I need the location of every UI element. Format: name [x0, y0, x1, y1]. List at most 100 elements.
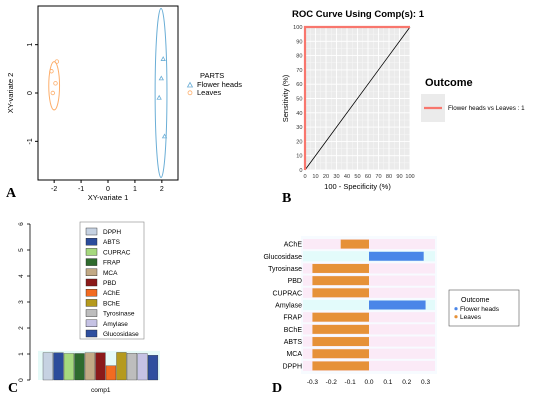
panel-label-b: B — [282, 191, 292, 206]
y-axis-label: XY-variate 2 — [6, 73, 15, 114]
confidence-ellipse-1 — [48, 61, 61, 111]
legend-swatch — [85, 299, 98, 307]
legend-swatch — [85, 268, 98, 276]
y-tick-label: 100 — [293, 25, 302, 31]
legend-label: Leaves — [460, 314, 482, 321]
y-tick-label: 20 — [296, 139, 302, 145]
x-tick-label: 0 — [303, 174, 306, 180]
y-tick-label: 6 — [18, 222, 25, 226]
x-axis-label: XY-variate 1 — [88, 193, 129, 202]
category-label: BChE — [284, 327, 303, 334]
reference-diagonal-line — [304, 26, 411, 171]
legend-label: ABTS — [103, 239, 121, 246]
x-tick-label: 90 — [396, 174, 402, 180]
x-tick-label: 80 — [386, 174, 392, 180]
legend-label: Tyrosinase — [103, 311, 135, 318]
bar-glucosidase — [369, 251, 424, 261]
legend-swatch — [85, 309, 98, 317]
legend-swatch — [85, 238, 98, 246]
x-tick-label: 70 — [375, 174, 381, 180]
category-label: DPPH — [283, 363, 302, 370]
y-tick-label: 4 — [18, 274, 25, 278]
legend-dot-icon — [454, 307, 458, 311]
x-axis-label: 100 - Specificity (%) — [324, 182, 391, 191]
bar-ache — [340, 239, 369, 249]
legend-label: Amylase — [103, 321, 128, 328]
x-tick-label: 0.2 — [402, 379, 411, 386]
legend-swatch — [85, 258, 98, 266]
data-point — [156, 94, 162, 100]
legend-box — [448, 289, 520, 327]
panel-d: AChE Glucosidase Tyrosinase PBD CUPRAC Amylas… — [263, 210, 550, 403]
x-tick-label: 2 — [160, 186, 164, 193]
legend-label: Leaves — [197, 88, 221, 97]
x-tick-label: 0.1 — [383, 379, 392, 386]
x-tick-label: 0.3 — [421, 379, 430, 386]
bar-dpph — [312, 361, 369, 371]
y-tick-label: 2 — [18, 326, 25, 330]
x-tick-label: 30 — [333, 174, 339, 180]
data-point — [160, 56, 166, 61]
bar-frap — [74, 353, 85, 381]
y-axis-label: Sensitivity (%) — [281, 74, 290, 122]
x-tick-label: 60 — [365, 174, 371, 180]
x-tick-label: -1 — [78, 186, 84, 193]
category-label: AChE — [284, 242, 303, 249]
data-point — [53, 81, 58, 86]
bar-bche — [312, 324, 369, 334]
y-tick-label: 0 — [27, 91, 34, 95]
bar-pbd — [312, 276, 369, 286]
panel-label-c: C — [8, 381, 19, 396]
y-tick-label: 60 — [296, 82, 302, 88]
panel-a: -2 -1 0 1 2 -1 0 1 XY-variate 1 XY-variate 2 PARTS… — [0, 0, 275, 202]
scatter-plot: -2 -1 0 1 2 -1 0 1 XY-variate 1 XY-variate 2 PARTS… — [6, 5, 242, 202]
x-tick-label: 20 — [323, 174, 329, 180]
bar-cuprac — [63, 353, 75, 381]
roc-plot: ROC Curve Using Comp(s): 1 0 10 20 30 40 50 60 7… — [281, 9, 525, 191]
x-tick-label: 10 — [312, 174, 318, 180]
panel-label-a: A — [6, 186, 17, 201]
legend-label: Glucosidase — [103, 331, 139, 338]
legend-swatch — [85, 227, 98, 236]
legend-circle-icon — [187, 90, 193, 96]
bar-abts — [53, 352, 64, 381]
legend-label: AChE — [103, 290, 121, 297]
legend-dot-icon — [454, 315, 458, 319]
y-tick-label: 1 — [18, 352, 25, 356]
bar-amylase — [369, 300, 426, 310]
chart-title: ROC Curve Using Comp(s): 1 — [292, 9, 425, 20]
bar-tyrosinase — [126, 353, 138, 381]
y-tick-label: 40 — [296, 111, 302, 117]
legend-label: MCA — [103, 270, 118, 277]
data-point — [54, 59, 60, 64]
legend-label: Flower heads — [460, 306, 500, 313]
x-tick-label: -0.3 — [307, 379, 319, 386]
x-tick-label: -0.2 — [326, 379, 338, 386]
category-label: CUPRAC — [272, 290, 302, 297]
data-point — [50, 90, 56, 96]
legend-title: PARTS — [200, 71, 224, 80]
x-tick-label: 40 — [344, 174, 350, 180]
panel-label-d: D — [272, 381, 283, 396]
x-tick-label: 50 — [354, 174, 360, 180]
bar-abts — [312, 337, 369, 347]
x-tick-label: 1 — [133, 186, 137, 193]
confidence-ellipse-0 — [154, 7, 168, 179]
legend-title: Outcome — [425, 77, 473, 89]
y-tick-label: 10 — [296, 154, 302, 160]
x-tick-label: -0.1 — [345, 379, 357, 386]
category-label: Glucosidase — [263, 254, 302, 261]
data-point — [161, 133, 168, 139]
y-tick-label: 0 — [18, 378, 25, 382]
category-label: MCA — [286, 351, 302, 358]
legend-title: Outcome — [461, 297, 490, 304]
bar-frap — [312, 312, 369, 322]
roc-curve-line — [303, 25, 410, 170]
legend-swatch — [85, 288, 98, 297]
legend-triangle-icon — [186, 81, 194, 88]
data-point — [158, 75, 164, 81]
legend-swatch — [85, 278, 98, 287]
legend-label: Flower heads vs Leaves : 1 — [448, 105, 525, 112]
bar-mca — [312, 349, 369, 359]
x-tick-label: 100 — [405, 174, 414, 180]
